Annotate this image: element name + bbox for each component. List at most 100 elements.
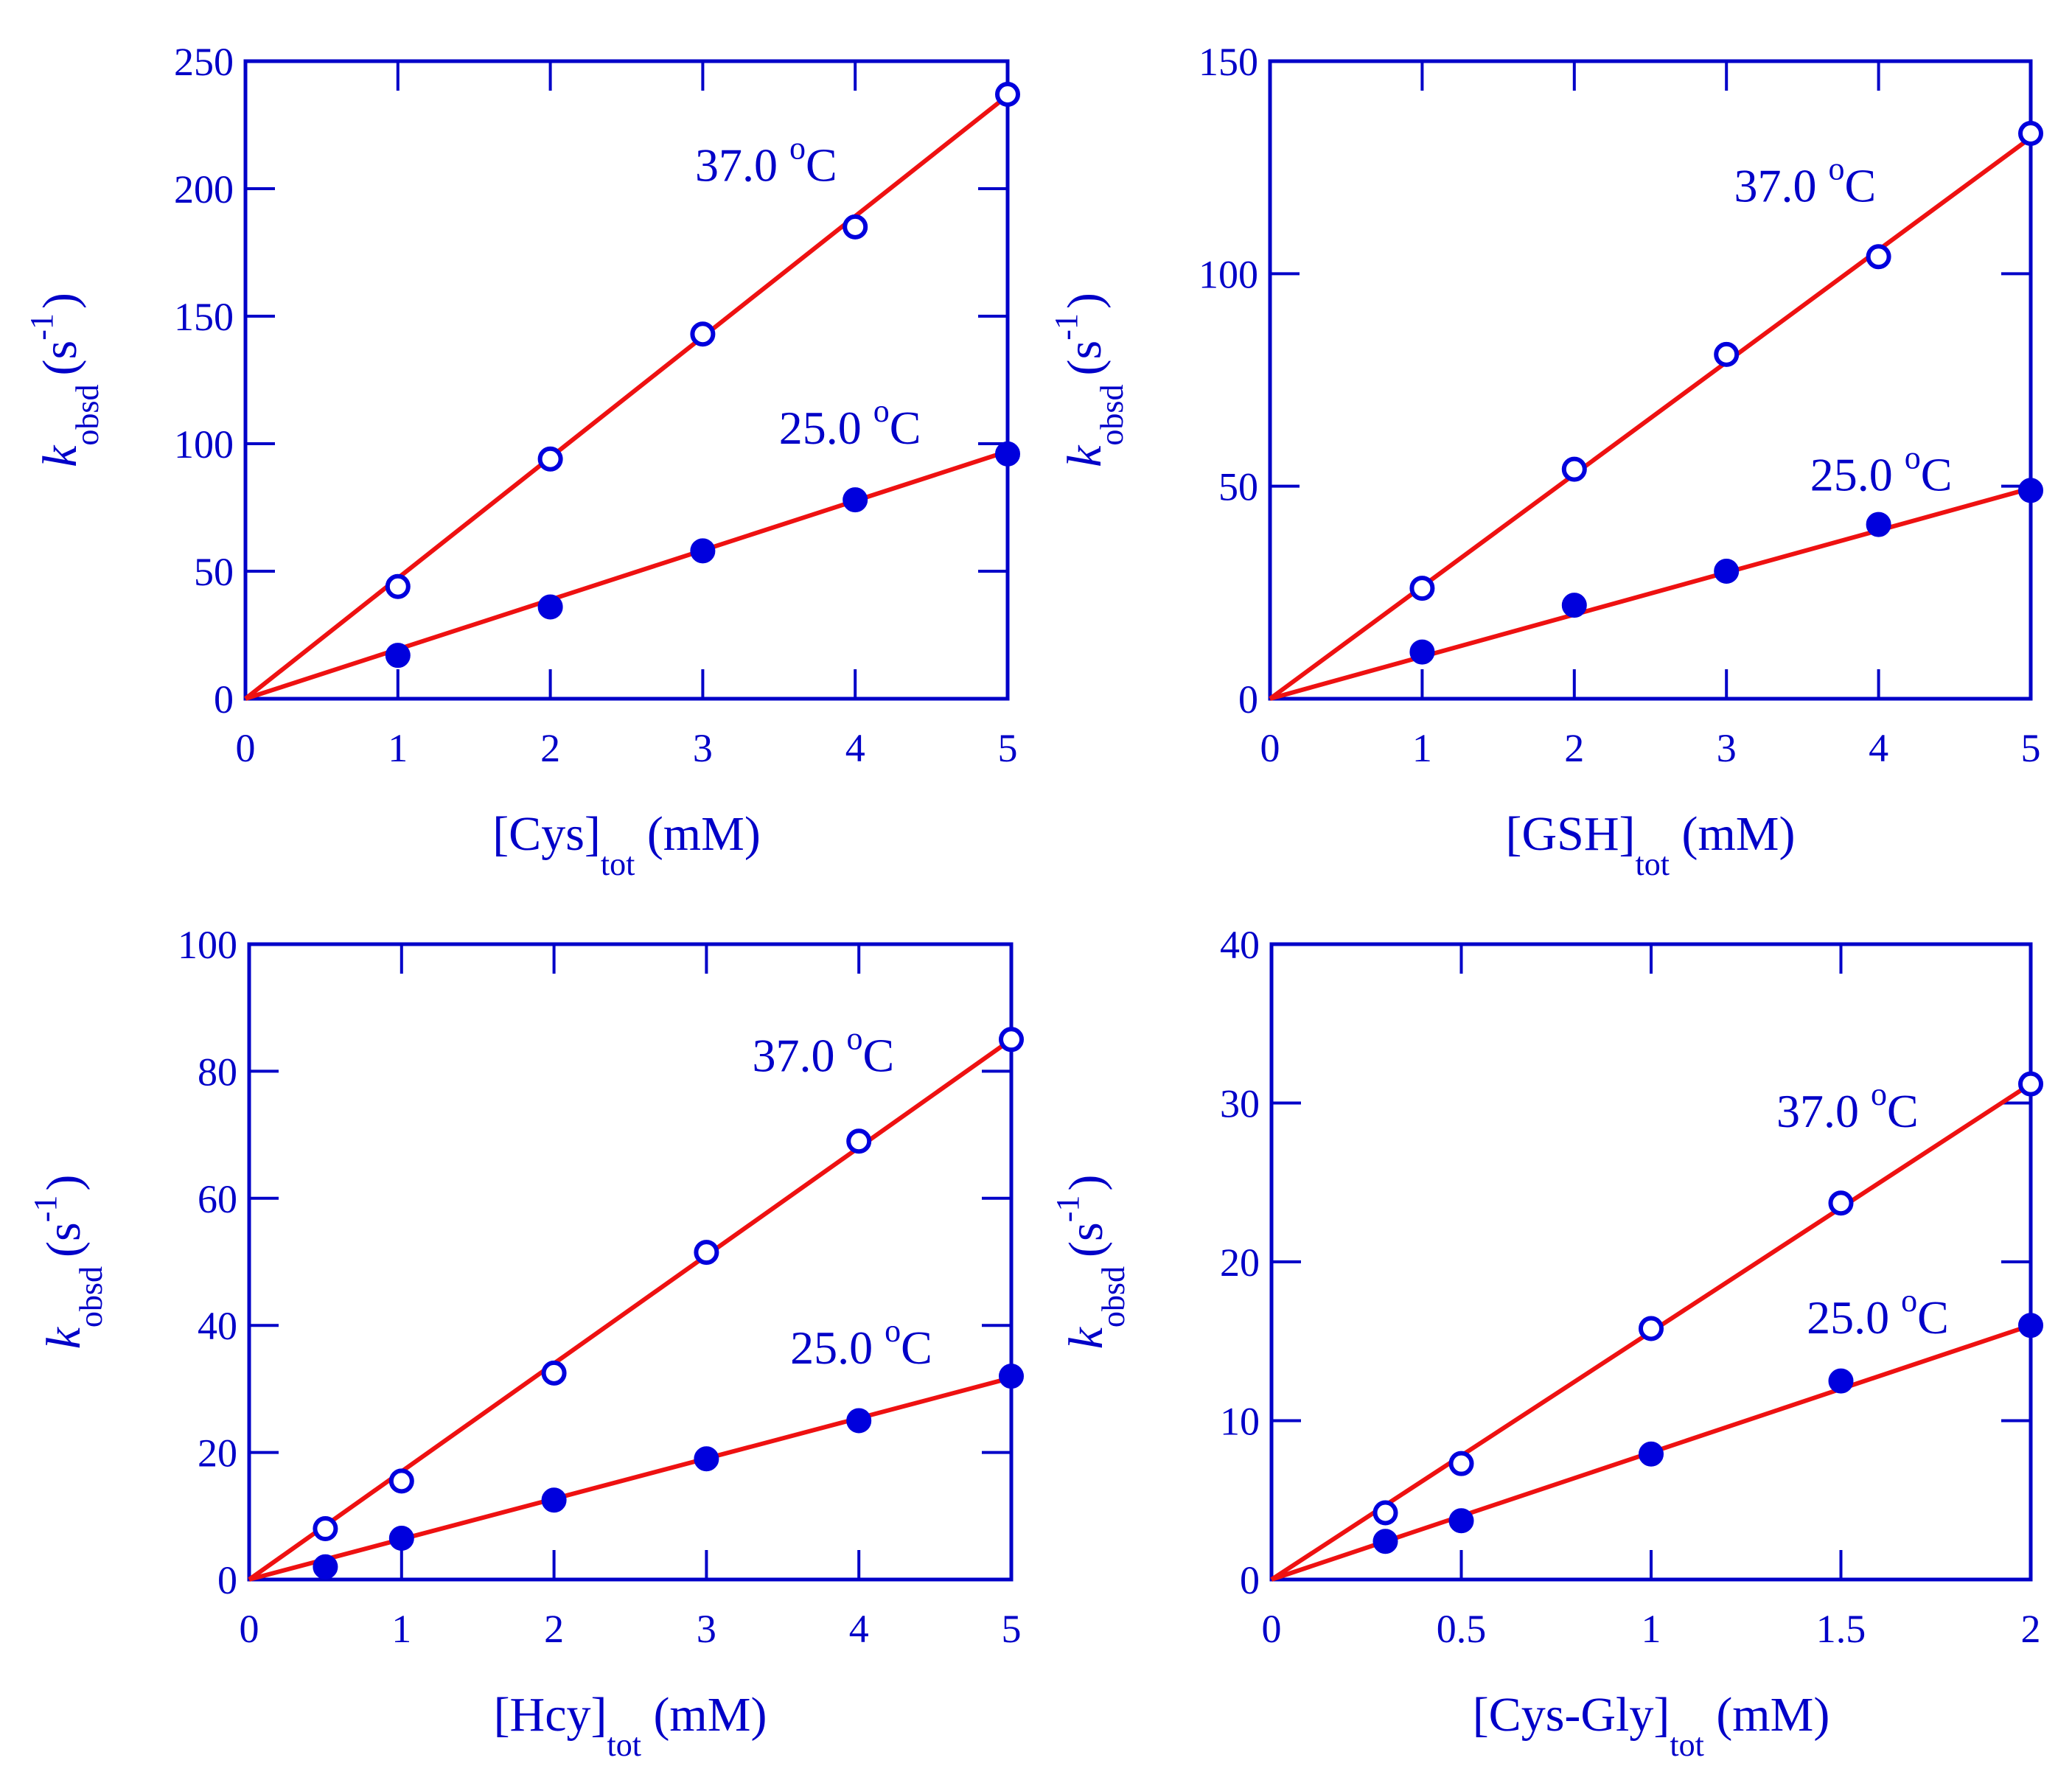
series-label-25C: 25.0 oC: [790, 1313, 932, 1374]
series-label-37C: 37.0 oC: [695, 130, 837, 192]
series-label-degree: o: [846, 1020, 862, 1056]
y-axis-title-subscript: obsd: [1095, 1266, 1131, 1327]
x-axis-title: [Cys-Gly]tot (mM): [1473, 1688, 1830, 1763]
data-point-filled: [694, 1446, 719, 1472]
x-axis-title-main: [GSH]: [1506, 807, 1636, 861]
series-label-unit: C: [1917, 1291, 1949, 1344]
y-tick-label: 100: [1199, 252, 1258, 296]
data-point-open: [1828, 1190, 1854, 1216]
x-tick-label: 0: [240, 1607, 259, 1651]
data-point-open: [537, 446, 563, 472]
x-tick-label: 4: [845, 726, 865, 770]
x-axis-title-unit: (mM): [641, 1688, 767, 1742]
data-point-filled: [690, 538, 716, 564]
series-label-value: 37.0: [1734, 159, 1829, 212]
series-label-37C: 37.0 oC: [752, 1020, 894, 1081]
data-point-open: [846, 1128, 872, 1154]
series-label-value: 37.0: [752, 1029, 846, 1081]
y-tick-label: 50: [1218, 465, 1258, 509]
x-tick-label: 1: [391, 1607, 411, 1651]
x-tick-label: 3: [693, 726, 713, 770]
data-point-filled: [1448, 1508, 1474, 1534]
series-label-degree: o: [1871, 1076, 1887, 1112]
series-label-value: 25.0: [779, 402, 873, 454]
y-axis-title-subscript: obsd: [1094, 384, 1130, 445]
y-tick-label: 150: [1199, 40, 1258, 84]
x-tick-label: 1: [1642, 1607, 1661, 1651]
y-tick-label: 150: [174, 295, 234, 339]
series-label-25C: 25.0 oC: [1810, 439, 1953, 500]
y-tick-label: 50: [194, 550, 234, 594]
x-tick-label: 4: [1869, 726, 1888, 770]
y-axis-title-subscript: obsd: [69, 384, 105, 445]
y-axis-title: kobsd (s-1): [24, 293, 105, 467]
y-axis-title-unit-close: ): [1059, 1175, 1113, 1191]
y-tick-label: 200: [174, 167, 234, 212]
series-label-unit: C: [862, 1029, 894, 1081]
series-label-unit: C: [806, 139, 837, 192]
data-point-filled: [1561, 593, 1587, 618]
data-point-open: [1409, 576, 1435, 601]
data-point-open: [995, 81, 1020, 107]
series-label-degree: o: [1901, 1282, 1917, 1319]
series-label-37C: 37.0 oC: [1734, 150, 1877, 212]
y-axis-title: kobsd (s-1): [1048, 293, 1130, 467]
y-axis-title-k: k: [37, 1326, 91, 1349]
data-point-filled: [2018, 478, 2043, 503]
fit-line-25C: [248, 1375, 1012, 1582]
y-tick-label: 60: [198, 1177, 237, 1221]
data-point-open: [2018, 1071, 2043, 1097]
y-tick-label: 0: [1240, 1558, 1260, 1602]
x-tick-label: 5: [1002, 1607, 1022, 1651]
x-tick-label: 0: [1262, 1607, 1282, 1651]
x-tick-label: 0.5: [1437, 1607, 1487, 1651]
data-point-filled: [388, 1525, 414, 1551]
x-axis-title-subscript: tot: [1670, 1727, 1703, 1763]
series-label-unit: C: [1845, 159, 1877, 212]
data-point-open: [1561, 456, 1587, 482]
x-tick-label: 2: [1564, 726, 1584, 770]
series-label-37C: 37.0 oC: [1776, 1076, 1919, 1137]
data-point-filled: [1866, 512, 1891, 537]
y-tick-label: 100: [174, 422, 234, 467]
y-tick-label: 10: [1220, 1400, 1260, 1444]
plot-frame: [247, 942, 1014, 1582]
x-axis-title: [GSH]tot (mM): [1506, 807, 1796, 882]
series-label-degree: o: [789, 130, 806, 167]
x-tick-label: 5: [998, 726, 1018, 770]
data-point-open: [385, 573, 411, 599]
series-label-value: 25.0: [1807, 1291, 1901, 1344]
series-label-unit: C: [1887, 1085, 1919, 1137]
data-point-filled: [1714, 559, 1740, 584]
y-tick-label: 80: [198, 1050, 237, 1094]
fit-line-25C: [1269, 486, 2031, 701]
series-label-degree: o: [1829, 150, 1845, 186]
data-point-filled: [1639, 1441, 1664, 1467]
y-tick-label: 20: [198, 1431, 237, 1476]
data-point-open: [1639, 1316, 1664, 1341]
fit-line-37C: [1269, 136, 2032, 701]
series-label-degree: o: [885, 1313, 901, 1349]
plot-frame: [1268, 59, 2033, 701]
data-point-filled: [995, 441, 1020, 467]
x-axis-title-main: [Hcy]: [494, 1688, 607, 1742]
data-point-filled: [541, 1487, 567, 1513]
x-axis-title-main: [Cys-Gly]: [1473, 1688, 1670, 1742]
y-tick-label: 0: [214, 677, 234, 722]
y-axis-title-unit: (s: [33, 341, 87, 376]
plot-frame: [243, 59, 1010, 701]
y-tick-label: 30: [1220, 1082, 1260, 1126]
series-label-25C: 25.0 oC: [779, 393, 921, 454]
panel-hcy: 0 1 2 3 4 5 0 20 40 60 80 100 [Hcy]tot (mM) kobsd (s-1…: [27, 923, 1024, 1763]
data-point-filled: [843, 487, 868, 513]
data-point-open: [690, 321, 716, 347]
x-tick-label: 1: [1412, 726, 1432, 770]
x-axis-title-unit: (mM): [1704, 1688, 1829, 1742]
data-point-filled: [313, 1554, 338, 1580]
y-axis-title-superscript: -1: [1050, 1196, 1086, 1223]
fit-line-37C: [244, 94, 1009, 701]
x-axis-title-subscript: tot: [601, 846, 635, 882]
data-point-open: [1448, 1451, 1474, 1476]
